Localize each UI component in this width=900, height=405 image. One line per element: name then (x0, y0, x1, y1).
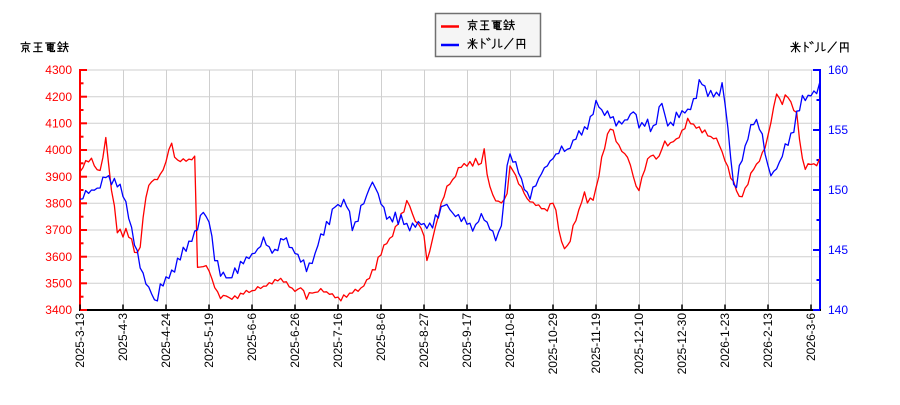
svg-text:2025-10-29: 2025-10-29 (546, 313, 560, 375)
svg-text:2025-5-19: 2025-5-19 (202, 313, 216, 368)
svg-text:2025-6-6: 2025-6-6 (245, 313, 259, 361)
svg-text:2025-11-19: 2025-11-19 (589, 313, 603, 374)
svg-text:2025-3-13: 2025-3-13 (73, 313, 87, 368)
svg-text:3800: 3800 (45, 197, 72, 211)
svg-text:2025-4-24: 2025-4-24 (159, 313, 173, 368)
svg-text:160: 160 (828, 63, 848, 77)
svg-text:4300: 4300 (45, 63, 72, 77)
svg-text:3400: 3400 (45, 303, 72, 317)
svg-text:3900: 3900 (45, 170, 72, 184)
svg-text:155: 155 (828, 123, 848, 137)
svg-text:2025-7-16: 2025-7-16 (331, 313, 345, 368)
svg-text:2025-10-8: 2025-10-8 (503, 313, 517, 368)
svg-text:3600: 3600 (45, 250, 72, 264)
svg-text:4200: 4200 (45, 90, 72, 104)
svg-text:2025-6-26: 2025-6-26 (288, 313, 302, 368)
svg-text:2026-2-13: 2026-2-13 (761, 313, 775, 368)
svg-text:2025-8-6: 2025-8-6 (374, 313, 388, 361)
svg-text:2026-3-6: 2026-3-6 (804, 313, 818, 361)
svg-text:2025-8-27: 2025-8-27 (417, 313, 431, 368)
svg-text:3500: 3500 (45, 277, 72, 291)
svg-text:2026-1-23: 2026-1-23 (718, 313, 732, 368)
svg-text:2025-9-17: 2025-9-17 (460, 313, 474, 368)
svg-text:2025-12-30: 2025-12-30 (675, 313, 689, 375)
svg-text:4100: 4100 (45, 117, 72, 131)
svg-text:150: 150 (828, 183, 848, 197)
svg-text:2025-4-3: 2025-4-3 (116, 313, 130, 361)
svg-text:145: 145 (828, 243, 848, 257)
svg-text:4000: 4000 (45, 143, 72, 157)
svg-text:140: 140 (828, 303, 848, 317)
svg-text:2025-12-10: 2025-12-10 (632, 313, 646, 375)
svg-text:3700: 3700 (45, 223, 72, 237)
